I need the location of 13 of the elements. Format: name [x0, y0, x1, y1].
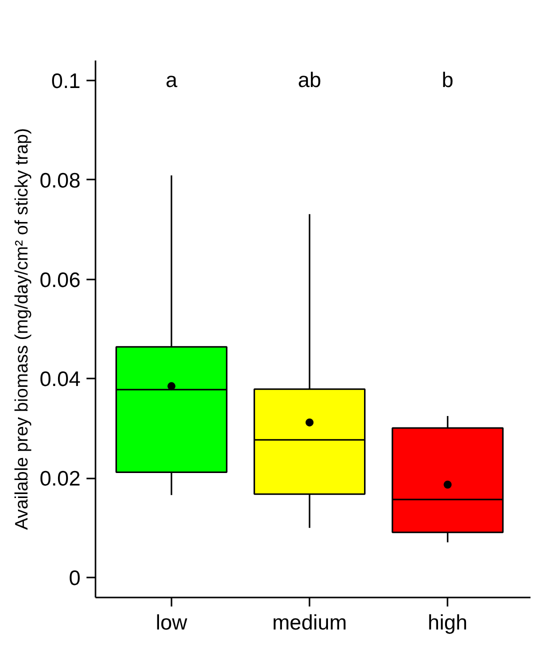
x-tick-label: high	[428, 612, 468, 634]
x-tick-label: low	[156, 612, 188, 634]
y-axis-title: Available prey biomass (mg/day/cm² of sticky trap)	[12, 128, 32, 530]
annotation: b	[442, 69, 454, 92]
y-tick-label: 0.04	[40, 368, 81, 392]
y-tick-label: 0.08	[40, 169, 81, 192]
x-tick-label: medium	[272, 612, 347, 634]
y-tick-label: 0.1	[51, 70, 81, 93]
annotation: a	[166, 69, 178, 92]
y-tick-label: 0.02	[40, 468, 81, 491]
y-tick-label: 0	[68, 567, 81, 590]
y-tick-label: 0.06	[40, 268, 81, 292]
annotation: ab	[298, 69, 322, 92]
